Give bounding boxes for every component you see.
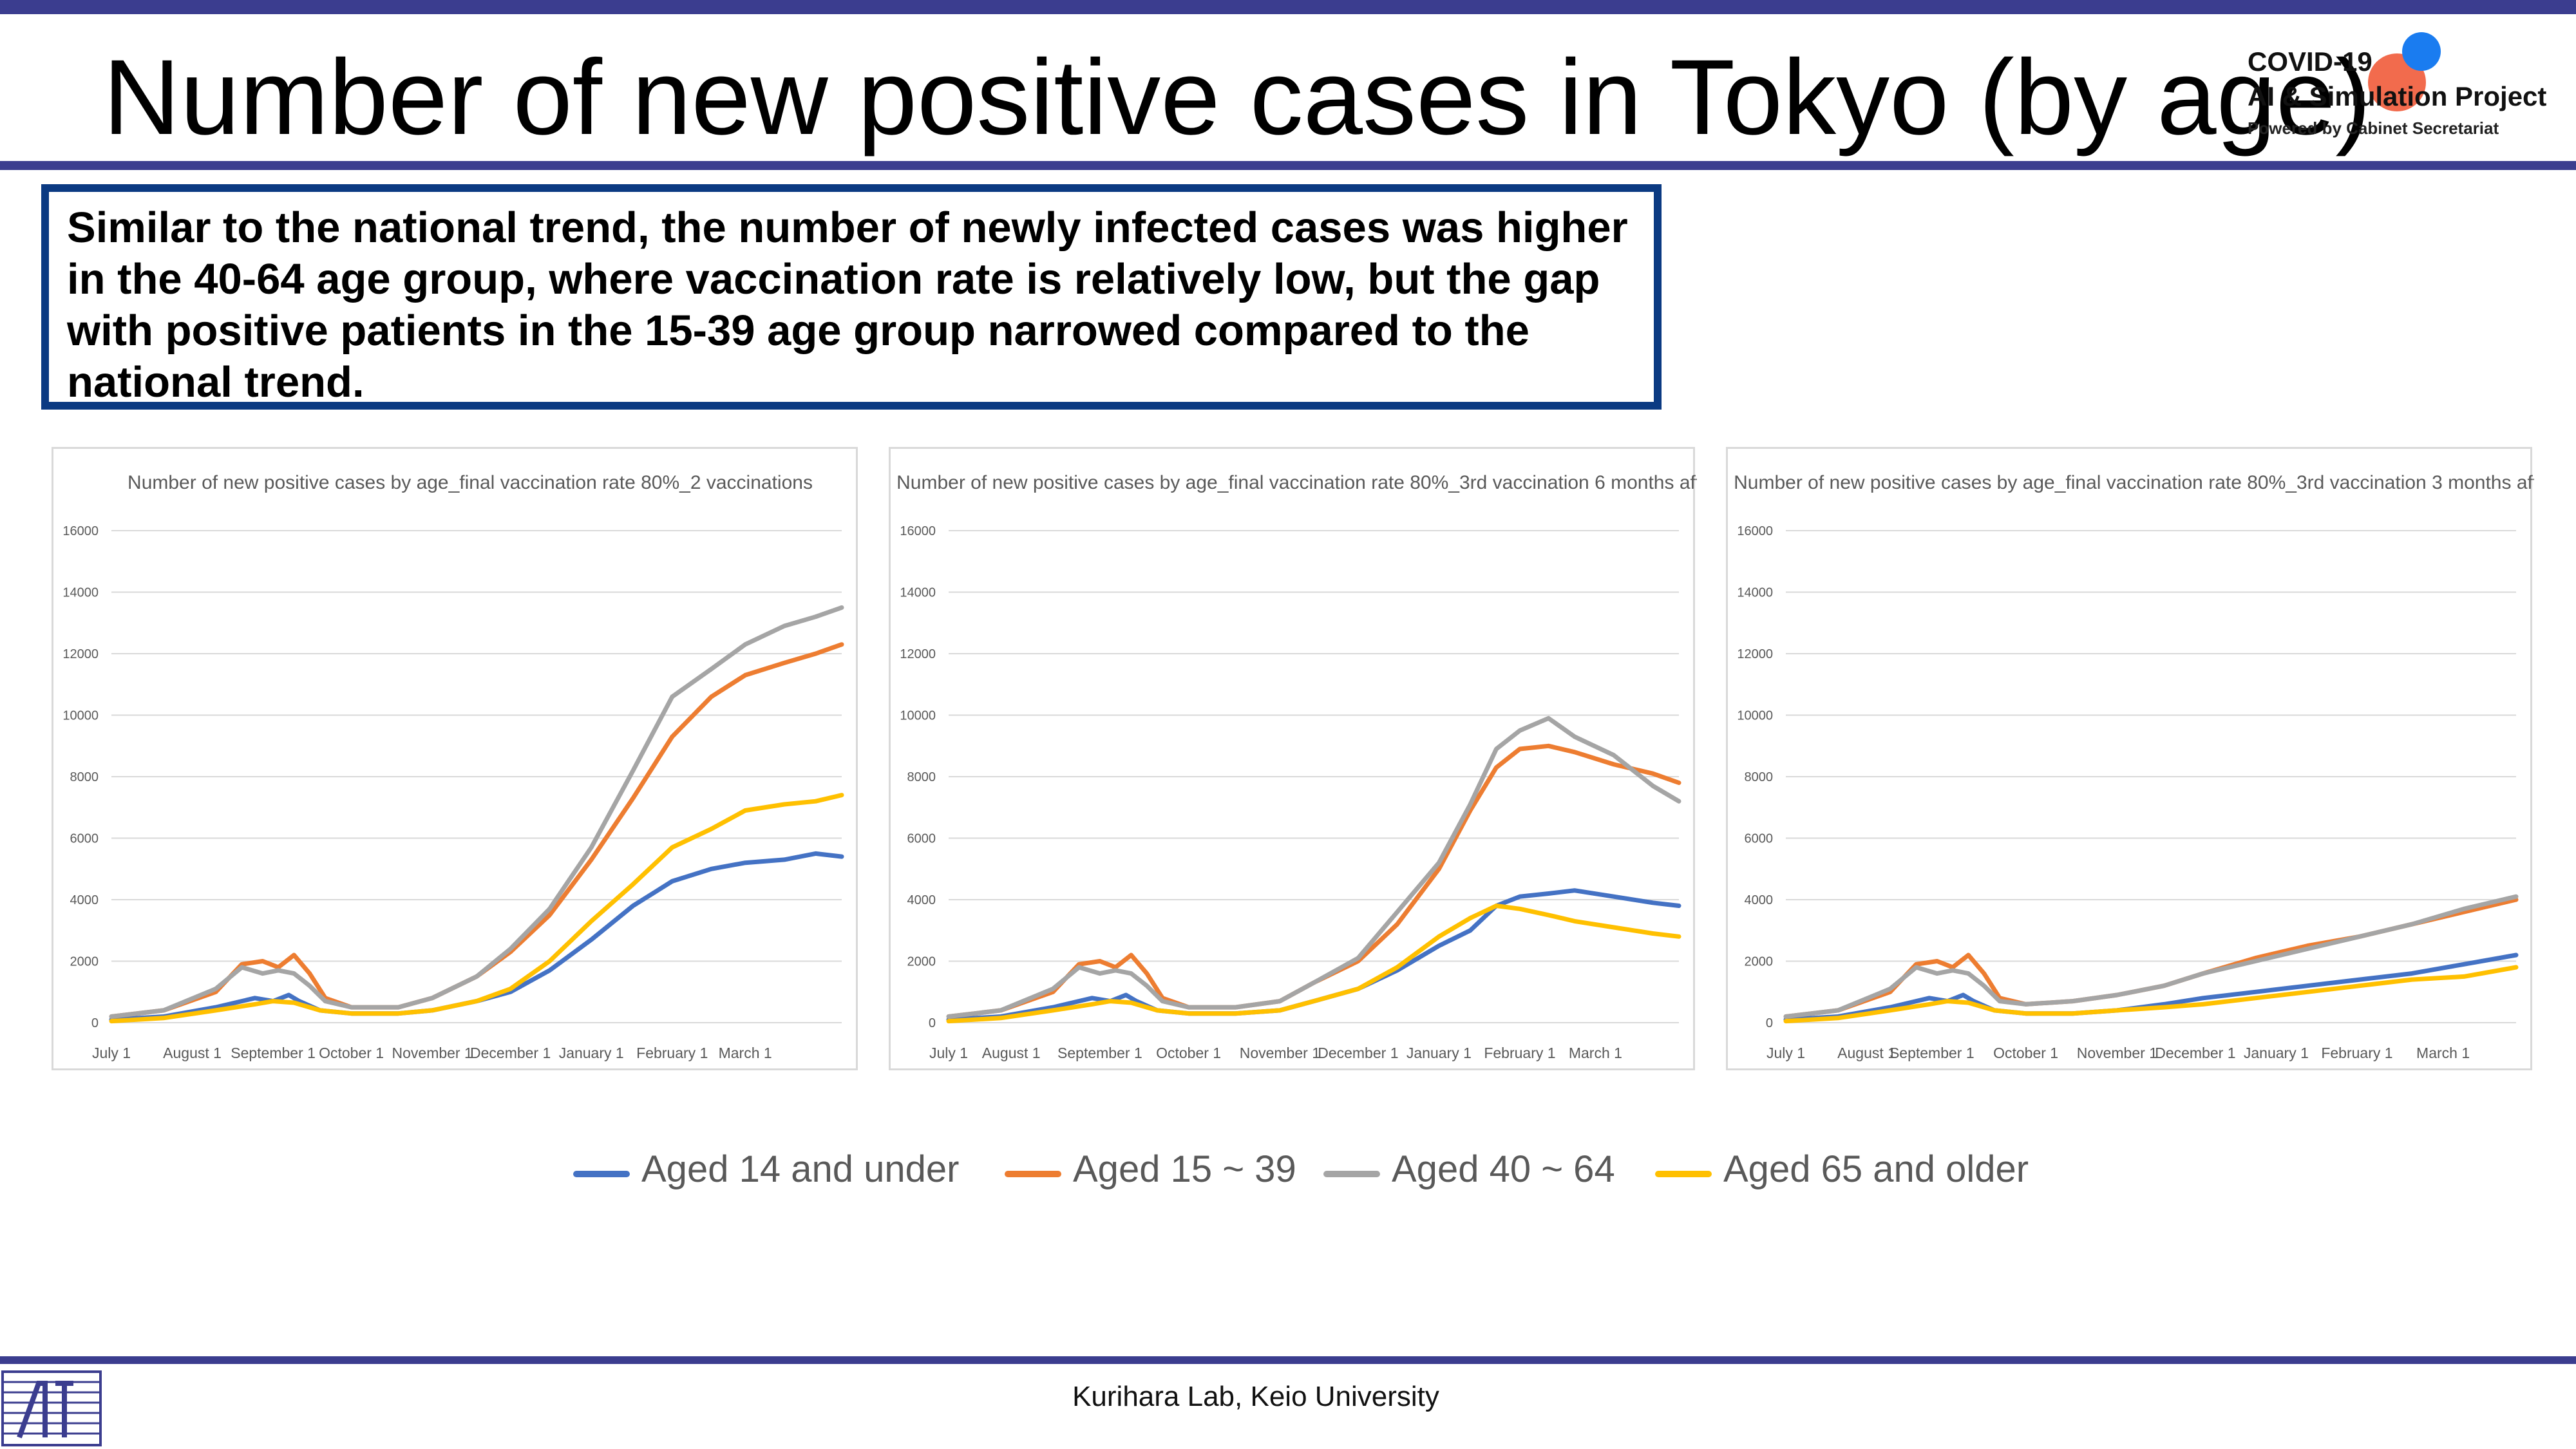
page-title: Number of new positive cases in Tokyo (b… — [103, 38, 2371, 157]
series-line-aged-65-and-older — [109, 793, 844, 1024]
summary-box: Similar to the national trend, the numbe… — [41, 184, 1662, 410]
x-tick-label: November 1 — [392, 1045, 473, 1061]
y-tick-label: 10000 — [62, 709, 99, 723]
series-line-aged-40-64 — [1783, 894, 2519, 1019]
chart-title: Number of new positive cases by age_fina… — [128, 472, 813, 493]
x-tick-label: September 1 — [1889, 1045, 1975, 1061]
y-tick-label: 2000 — [907, 955, 936, 969]
x-tick-label: January 1 — [2244, 1045, 2309, 1061]
x-tick-label: March 1 — [2416, 1045, 2470, 1061]
x-tick-label: October 1 — [1993, 1045, 2058, 1061]
y-tick-label: 4000 — [907, 893, 936, 907]
y-tick-label: 16000 — [900, 524, 936, 538]
x-tick-label: September 1 — [1057, 1045, 1142, 1061]
legend-label: Aged 15 ~ 39 — [1073, 1148, 1296, 1190]
series-line-aged-14-and-under — [109, 851, 844, 1022]
header-rule — [0, 161, 2576, 170]
lab-logo-icon — [1, 1370, 102, 1446]
x-tick-label: January 1 — [1406, 1045, 1472, 1061]
y-tick-label: 12000 — [62, 647, 99, 661]
y-tick-label: 14000 — [1737, 586, 1773, 600]
logo-line-1: COVID-19 — [2248, 46, 2372, 77]
legend-swatch — [573, 1171, 630, 1177]
chart-3rd-vaccination-3-months: Number of new positive cases by age_fina… — [1726, 447, 2534, 1070]
series-line-aged-15-39 — [1783, 897, 2519, 1019]
y-tick-label: 4000 — [1745, 893, 1774, 907]
y-tick-label: 16000 — [62, 524, 99, 538]
x-tick-label: July 1 — [929, 1045, 968, 1061]
y-tick-label: 0 — [929, 1016, 936, 1030]
legend-label: Aged 14 and under — [641, 1148, 960, 1190]
series-line-aged-15-39 — [946, 743, 1681, 1019]
x-tick-label: February 1 — [2321, 1045, 2392, 1061]
x-tick-label: August 1 — [163, 1045, 222, 1061]
x-tick-label: March 1 — [719, 1045, 772, 1061]
project-logo: COVID-19 AI & Simulation Project Powered… — [2248, 32, 2557, 148]
y-tick-label: 12000 — [900, 647, 936, 661]
logo-line-3: Powered by Cabinet Secretariat — [2248, 118, 2499, 138]
chart-title: Number of new positive cases by age_fina… — [1734, 472, 2534, 493]
y-tick-label: 10000 — [900, 709, 936, 723]
y-tick-label: 8000 — [1745, 770, 1774, 784]
x-tick-label: February 1 — [1484, 1045, 1555, 1061]
chart-2-vaccinations: Number of new positive cases by age_fina… — [52, 447, 858, 1070]
y-tick-label: 6000 — [907, 832, 936, 846]
y-tick-label: 6000 — [70, 832, 99, 846]
chart-3rd-vaccination-3-months-svg: Number of new positive cases by age_fina… — [1734, 472, 2534, 1061]
series-line-aged-40-64 — [946, 715, 1681, 1019]
y-tick-label: 14000 — [900, 586, 936, 600]
x-tick-label: December 1 — [470, 1045, 551, 1061]
footer-rule — [0, 1356, 2576, 1364]
x-tick-label: November 1 — [1240, 1045, 1320, 1061]
y-tick-label: 14000 — [62, 586, 99, 600]
chart-2-vaccinations-svg: Number of new positive cases by age_fina… — [62, 472, 844, 1061]
series-line-aged-40-64 — [109, 605, 844, 1019]
x-tick-label: November 1 — [2077, 1045, 2157, 1061]
y-tick-label: 6000 — [1745, 832, 1774, 846]
y-tick-label: 16000 — [1737, 524, 1773, 538]
y-tick-label: 0 — [1766, 1016, 1773, 1030]
legend-swatch — [1655, 1171, 1712, 1177]
top-rule — [0, 0, 2576, 14]
legend-label: Aged 65 and older — [1723, 1148, 2029, 1190]
logo-blue-dot — [2402, 32, 2441, 71]
series-line-aged-65-and-older — [1783, 965, 2519, 1024]
x-tick-label: December 1 — [1318, 1045, 1398, 1061]
footer-credit: Kurihara Lab, Keio University — [1072, 1381, 1439, 1412]
x-tick-label: December 1 — [2155, 1045, 2235, 1061]
y-tick-label: 2000 — [1745, 955, 1774, 969]
chart-legend: Aged 14 and under Aged 15 ~ 39 Aged 40 ~… — [573, 1135, 2119, 1193]
x-tick-label: August 1 — [1837, 1045, 1896, 1061]
chart-3rd-vaccination-6-months-svg: Number of new positive cases by age_fina… — [896, 472, 1697, 1061]
x-tick-label: February 1 — [636, 1045, 708, 1061]
y-tick-label: 8000 — [70, 770, 99, 784]
chart-3rd-vaccination-6-months: Number of new positive cases by age_fina… — [889, 447, 1697, 1070]
legend-swatch — [1005, 1171, 1061, 1177]
x-tick-label: September 1 — [231, 1045, 316, 1061]
y-tick-label: 0 — [91, 1016, 99, 1030]
chart-title: Number of new positive cases by age_fina… — [896, 472, 1697, 493]
x-tick-label: March 1 — [1569, 1045, 1622, 1061]
legend-label: Aged 40 ~ 64 — [1392, 1148, 1615, 1190]
series-line-aged-65-and-older — [946, 904, 1681, 1024]
logo-line-2: AI & Simulation Project — [2248, 81, 2547, 111]
y-tick-label: 2000 — [70, 955, 99, 969]
x-tick-label: October 1 — [1156, 1045, 1221, 1061]
y-tick-label: 12000 — [1737, 647, 1773, 661]
y-tick-label: 4000 — [70, 893, 99, 907]
x-tick-label: August 1 — [982, 1045, 1041, 1061]
legend-swatch — [1323, 1171, 1380, 1177]
y-tick-label: 10000 — [1737, 709, 1773, 723]
x-tick-label: October 1 — [319, 1045, 384, 1061]
y-tick-label: 8000 — [907, 770, 936, 784]
x-tick-label: July 1 — [92, 1045, 131, 1061]
x-tick-label: July 1 — [1766, 1045, 1805, 1061]
x-tick-label: January 1 — [559, 1045, 624, 1061]
